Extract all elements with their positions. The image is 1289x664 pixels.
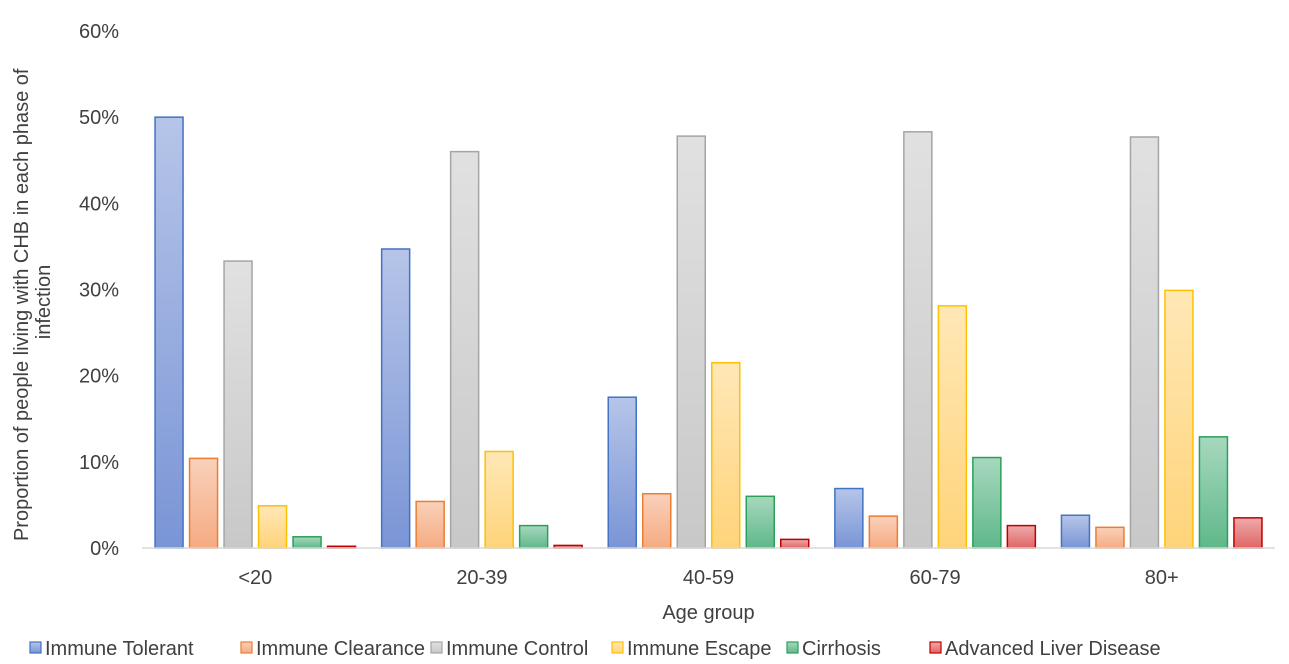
bar-immune-clearance-1	[415, 500, 445, 549]
x-tick-label: 40-59	[683, 567, 734, 589]
bar-immune-escape-1	[484, 450, 514, 549]
x-axis-ticks: <20 20-39 40-59 60-79 80+	[238, 567, 1178, 589]
bar-advanced-liver-disease-3	[1006, 524, 1037, 549]
y-axis-title-line-2: infection	[33, 265, 55, 340]
bar-immune-escape-3	[937, 305, 968, 549]
legend-swatch	[29, 641, 42, 654]
bar-cirrhosis-0	[292, 536, 322, 549]
bar-immune-clearance-2	[642, 492, 672, 549]
bar-advanced-liver-disease-2	[780, 538, 810, 549]
bar-immune-control-1	[449, 150, 480, 549]
bar-cirrhosis-4	[1198, 436, 1229, 549]
bar-immune-escape-4	[1164, 289, 1194, 549]
y-tick-label: 20%	[79, 366, 119, 388]
bar-immune-tolerant-0	[154, 116, 184, 549]
bar-immune-control-3	[903, 131, 933, 549]
bar-immune-clearance-0	[188, 457, 219, 549]
bar-immune-control-2	[676, 135, 706, 549]
bar-immune-escape-2	[711, 361, 741, 549]
y-tick-label: 50%	[79, 107, 119, 129]
legend: Immune Tolerant Immune Clearance Immune Co…	[29, 638, 1161, 660]
bar-immune-control-4	[1129, 136, 1160, 549]
bar-immune-clearance-3	[868, 515, 899, 549]
bar-immune-tolerant-4	[1060, 514, 1091, 549]
legend-label: Immune Tolerant	[45, 638, 194, 660]
legend-label: Advanced Liver Disease	[945, 638, 1161, 660]
x-tick-label: 80+	[1145, 567, 1179, 589]
y-axis-title-line-1: Proportion of people living with CHB in …	[11, 68, 33, 541]
legend-swatch	[430, 641, 443, 654]
bar-immune-clearance-4	[1095, 526, 1125, 549]
legend-swatch	[929, 641, 942, 654]
bar-immune-control-0	[223, 260, 253, 549]
bar-advanced-liver-disease-4	[1233, 517, 1263, 549]
bars	[154, 116, 1263, 549]
legend-label: Immune Escape	[627, 638, 772, 660]
x-tick-label: 60-79	[910, 567, 961, 589]
y-tick-label: 60%	[79, 21, 119, 43]
x-axis-title: Age group	[662, 602, 754, 624]
legend-swatch	[786, 641, 799, 654]
bar-immune-tolerant-3	[834, 487, 864, 549]
legend-label: Cirrhosis	[802, 638, 881, 660]
legend-swatch	[240, 641, 253, 654]
x-tick-label: <20	[238, 567, 272, 589]
bar-immune-escape-0	[257, 505, 288, 549]
legend-label: Immune Clearance	[256, 638, 425, 660]
y-tick-label: 30%	[79, 280, 119, 302]
y-tick-label: 40%	[79, 193, 119, 215]
x-tick-label: 20-39	[456, 567, 507, 589]
bar-cirrhosis-2	[745, 495, 775, 549]
y-tick-label: 10%	[79, 452, 119, 474]
bar-immune-tolerant-1	[380, 248, 411, 549]
y-axis-title: Proportion of people living with CHB in …	[11, 63, 55, 541]
legend-label: Immune Control	[446, 638, 588, 660]
bar-cirrhosis-3	[972, 456, 1002, 549]
bar-immune-tolerant-2	[607, 396, 637, 549]
legend-swatch	[611, 641, 624, 654]
y-tick-label: 0%	[90, 538, 119, 560]
y-axis-ticks: 0% 10% 20% 30% 40% 50% 60%	[79, 21, 119, 560]
bar-cirrhosis-1	[518, 524, 549, 549]
